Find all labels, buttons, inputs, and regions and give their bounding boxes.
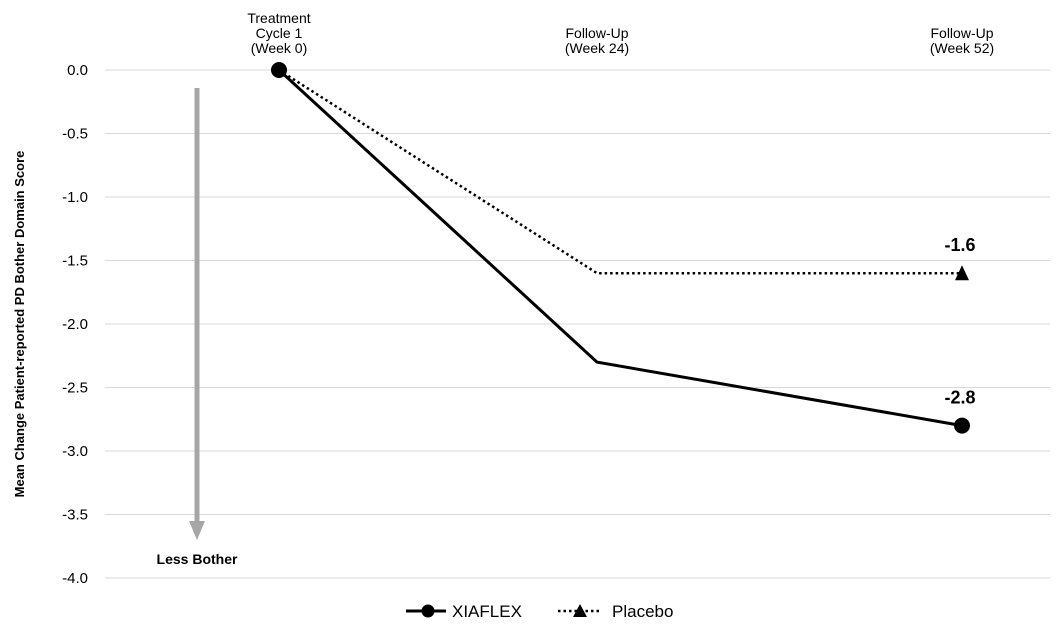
x-category-label: Treatment <box>247 10 310 26</box>
y-tick-label: -2.5 <box>62 380 88 397</box>
x-category-label: (Week 24) <box>565 40 629 56</box>
arrow-head <box>189 521 205 540</box>
legend-xiaflex-marker <box>421 604 435 618</box>
y-tick-label: -1.0 <box>62 189 88 206</box>
y-tick-label: -0.5 <box>62 126 88 143</box>
series-lines <box>271 62 970 434</box>
less-bother-label: Less Bother <box>157 551 238 567</box>
legend-placebo-marker <box>573 604 587 617</box>
x-category-label: Follow-Up <box>565 25 628 41</box>
data-label: -2.8 <box>944 388 975 408</box>
y-tick-label: -3.0 <box>62 443 88 460</box>
y-tick-label: -4.0 <box>62 570 88 587</box>
xiaflex-marker <box>271 62 287 78</box>
series-line-xiaflex <box>277 68 963 428</box>
y-tick-label: 0.0 <box>67 62 88 79</box>
y-axis-ticks: 0.0 -0.5 -1.0 -1.5 -2.0 -2.5 -3.0 -3.5 -4.0 <box>62 62 88 587</box>
x-category-label: (Week 52) <box>930 40 994 56</box>
data-labels: -1.6 -2.8 <box>944 235 975 407</box>
xiaflex-marker <box>954 417 970 434</box>
y-axis-label: Mean Change Patient-reported PD Bother D… <box>12 151 27 498</box>
legend-xiaflex-label: XIAFLEX <box>452 602 522 621</box>
data-label: -1.6 <box>944 235 975 255</box>
y-tick-label: -1.5 <box>62 253 88 270</box>
placebo-marker <box>955 265 969 281</box>
gridlines <box>105 69 1050 579</box>
x-category-label: (Week 0) <box>251 40 308 56</box>
series-line-placebo <box>278 68 962 275</box>
x-category-label: Cycle 1 <box>256 25 303 41</box>
less-bother-arrow: Less Bother <box>157 88 238 567</box>
y-tick-label: -2.0 <box>62 316 88 333</box>
y-tick-label: -3.5 <box>62 507 88 524</box>
legend: XIAFLEX Placebo <box>406 602 673 621</box>
x-category-label: Follow-Up <box>930 25 993 41</box>
legend-placebo-label: Placebo <box>612 602 673 621</box>
